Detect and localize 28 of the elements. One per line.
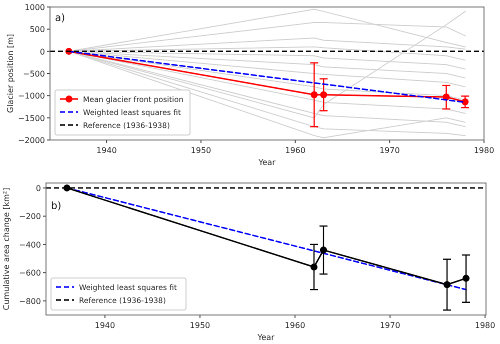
y-tick-label: −800 [19, 296, 41, 306]
y-tick-label: 0 [40, 47, 45, 56]
x-tick-label: 1980 [474, 146, 494, 155]
y-axis-title: Cumulative area change [km²] [2, 188, 11, 310]
y-tick-label: 1000 [24, 3, 45, 12]
y-tick-label: 500 [30, 25, 45, 34]
x-tick-label: 1940 [96, 146, 117, 155]
x-tick-label: 1940 [94, 321, 116, 330]
annotation: a) [55, 13, 66, 24]
y-tick-label: −1500 [18, 114, 45, 123]
y-tick-label: 0 [36, 184, 41, 193]
x-tick-label: 1960 [284, 321, 306, 330]
x-tick-label: 1960 [285, 146, 306, 155]
x-axis-title: Year [256, 333, 276, 342]
y-tick-label: −2000 [18, 136, 45, 145]
y-axis-title: Glacier position [m] [6, 34, 15, 113]
x-tick-label: 1970 [379, 146, 400, 155]
x-tick-label: 1950 [190, 321, 210, 330]
y-tick-label: −200 [19, 212, 41, 222]
annotation: b) [51, 201, 62, 212]
y-tick-label: −1000 [18, 92, 45, 101]
x-tick-label: 1950 [190, 146, 212, 155]
y-tick-label: −400 [19, 240, 41, 250]
y-tick-label: −500 [23, 70, 45, 78]
x-tick-label: 1970 [380, 321, 400, 330]
y-tick-label: −600 [19, 268, 41, 278]
x-axis-title: Year [258, 158, 276, 167]
x-tick-label: 1980 [474, 321, 496, 330]
